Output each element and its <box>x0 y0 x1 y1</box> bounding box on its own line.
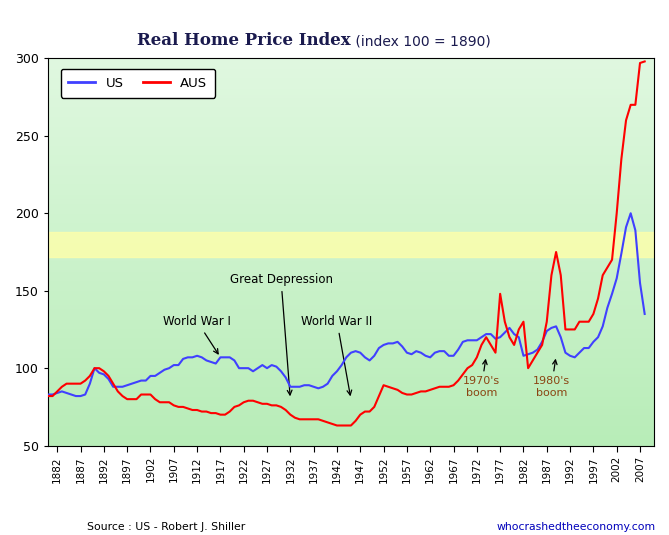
Text: 1970's
boom: 1970's boom <box>463 360 500 398</box>
Bar <box>48 232 654 257</box>
Legend: US, AUS: US, AUS <box>61 69 215 98</box>
Text: Great Depression: Great Depression <box>229 273 332 395</box>
Text: (index 100 = 1890): (index 100 = 1890) <box>351 35 490 49</box>
Text: Real Home Price Index: Real Home Price Index <box>137 32 351 49</box>
Text: World War II: World War II <box>301 315 373 395</box>
Text: whocrashedtheeconomy.com: whocrashedtheeconomy.com <box>496 522 656 532</box>
Text: Source : US - Robert J. Shiller: Source : US - Robert J. Shiller <box>87 522 246 532</box>
Text: 1980's
boom: 1980's boom <box>533 360 570 398</box>
Text: World War I: World War I <box>163 315 231 354</box>
